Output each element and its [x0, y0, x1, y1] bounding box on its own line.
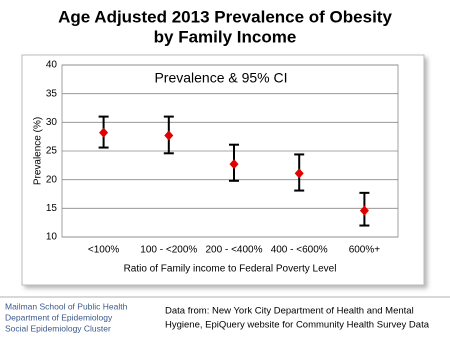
chart-title: Age Adjusted 2013 Prevalence of Obesity — [58, 7, 392, 26]
x-tick-label: 600%+ — [349, 245, 381, 256]
point — [294, 168, 304, 179]
x-axis-title: Ratio of Family income to Federal Povert… — [124, 264, 337, 275]
y-tick-label: 40 — [46, 60, 58, 71]
point — [99, 127, 109, 138]
x-tick-label: <100% — [88, 245, 120, 256]
y-tick-label: 15 — [46, 203, 58, 214]
affiliation: Social Epidemiology Cluster — [5, 323, 111, 333]
y-tick-label: 30 — [46, 117, 58, 128]
point — [359, 205, 369, 216]
y-tick-label: 10 — [46, 232, 58, 243]
point — [229, 159, 239, 170]
y-tick-label: 20 — [46, 174, 58, 185]
point — [164, 130, 174, 141]
affiliation: Mailman School of Public Health — [5, 301, 128, 311]
x-tick-label: 400 - <600% — [271, 245, 328, 256]
affiliation: Department of Epidemiology — [5, 312, 113, 322]
annotation: Prevalence & 95% CI — [154, 70, 287, 86]
x-tick-label: 200 - <400% — [206, 245, 263, 256]
x-tick-label: 100 - <200% — [140, 245, 197, 256]
source-note: Hygiene, EpiQuery website for Community … — [165, 320, 430, 331]
y-axis-title: Prevalence (%) — [33, 117, 44, 185]
chart-title: by Family Income — [154, 27, 297, 46]
y-tick-label: 25 — [46, 146, 58, 157]
y-tick-label: 35 — [46, 88, 58, 99]
source-note: Data from: New York City Department of H… — [165, 306, 414, 317]
